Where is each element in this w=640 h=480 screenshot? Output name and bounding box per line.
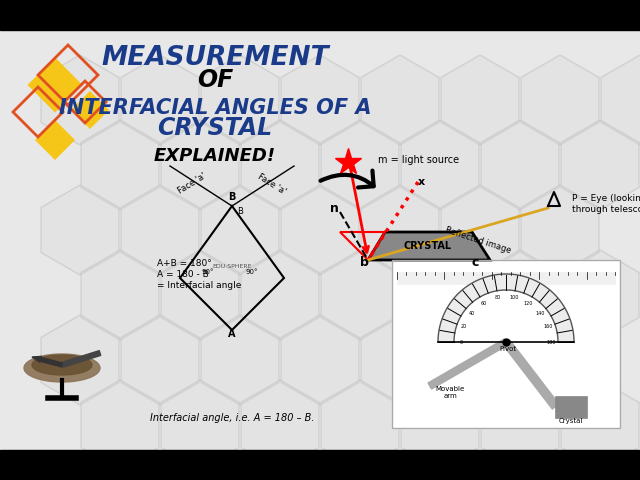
Polygon shape bbox=[201, 185, 279, 275]
Bar bbox=[0, 450, 640, 480]
Bar bbox=[397, 272, 615, 284]
Text: 160: 160 bbox=[543, 324, 553, 329]
Text: A = 180 - B: A = 180 - B bbox=[157, 270, 209, 279]
Polygon shape bbox=[24, 354, 100, 382]
Polygon shape bbox=[481, 120, 559, 210]
Text: m = light source: m = light source bbox=[378, 155, 459, 165]
Polygon shape bbox=[241, 250, 319, 340]
Polygon shape bbox=[481, 380, 559, 470]
Text: EXPLAINED!: EXPLAINED! bbox=[154, 147, 276, 165]
Text: 40: 40 bbox=[468, 311, 475, 315]
Polygon shape bbox=[521, 315, 599, 405]
Polygon shape bbox=[401, 120, 479, 210]
Polygon shape bbox=[121, 185, 199, 275]
Text: CRYSTAL: CRYSTAL bbox=[157, 116, 273, 140]
Polygon shape bbox=[401, 250, 479, 340]
Text: EDU·SPHERE: EDU·SPHERE bbox=[212, 264, 252, 268]
Text: 60: 60 bbox=[481, 300, 486, 306]
Text: Crystal: Crystal bbox=[559, 418, 583, 424]
Text: 180: 180 bbox=[547, 339, 556, 345]
Polygon shape bbox=[321, 380, 399, 470]
Text: 20: 20 bbox=[461, 324, 467, 329]
FancyArrow shape bbox=[61, 350, 100, 367]
Polygon shape bbox=[81, 380, 159, 470]
Polygon shape bbox=[71, 91, 109, 129]
Polygon shape bbox=[521, 55, 599, 145]
Polygon shape bbox=[28, 58, 83, 112]
Polygon shape bbox=[41, 55, 119, 145]
Polygon shape bbox=[601, 55, 640, 145]
Bar bbox=[0, 0, 640, 30]
Polygon shape bbox=[441, 185, 519, 275]
Polygon shape bbox=[121, 315, 199, 405]
FancyArrow shape bbox=[32, 357, 63, 367]
Text: n: n bbox=[330, 202, 339, 215]
Polygon shape bbox=[35, 120, 75, 160]
Polygon shape bbox=[32, 355, 92, 375]
Text: x: x bbox=[417, 177, 424, 187]
Polygon shape bbox=[161, 250, 239, 340]
Text: INTERFACIAL ANGLES OF A: INTERFACIAL ANGLES OF A bbox=[59, 98, 371, 118]
Polygon shape bbox=[241, 380, 319, 470]
FancyArrowPatch shape bbox=[321, 170, 374, 188]
Text: CRYSTAL: CRYSTAL bbox=[404, 241, 452, 251]
Text: b: b bbox=[360, 256, 369, 269]
Text: B: B bbox=[237, 206, 243, 216]
Text: Movable
arm: Movable arm bbox=[435, 386, 465, 399]
Text: Pivot: Pivot bbox=[499, 346, 516, 352]
Polygon shape bbox=[438, 274, 574, 342]
Polygon shape bbox=[401, 380, 479, 470]
Text: 0: 0 bbox=[460, 339, 463, 345]
Text: Reflected image: Reflected image bbox=[444, 225, 512, 255]
Text: A: A bbox=[228, 329, 236, 339]
FancyArrow shape bbox=[428, 339, 508, 389]
Polygon shape bbox=[368, 232, 490, 260]
Polygon shape bbox=[201, 315, 279, 405]
Bar bbox=[392, 260, 620, 428]
Text: 80: 80 bbox=[495, 295, 501, 300]
Polygon shape bbox=[361, 55, 439, 145]
Text: Interfacial angle, i.e. A = 180 – B.: Interfacial angle, i.e. A = 180 – B. bbox=[150, 413, 314, 423]
Polygon shape bbox=[321, 120, 399, 210]
Bar bbox=[392, 260, 620, 428]
Text: 120: 120 bbox=[524, 300, 533, 306]
Text: A+B = 180°: A+B = 180° bbox=[157, 259, 212, 268]
Text: Face 'a': Face 'a' bbox=[256, 172, 288, 196]
Text: MEASUREMENT: MEASUREMENT bbox=[101, 45, 329, 71]
Polygon shape bbox=[121, 55, 199, 145]
Polygon shape bbox=[281, 55, 359, 145]
Text: = Interfacial angle: = Interfacial angle bbox=[157, 281, 241, 290]
Polygon shape bbox=[241, 120, 319, 210]
Polygon shape bbox=[281, 315, 359, 405]
Polygon shape bbox=[481, 250, 559, 340]
Text: P = Eye (looking
through telescope): P = Eye (looking through telescope) bbox=[572, 194, 640, 214]
Polygon shape bbox=[441, 315, 519, 405]
Polygon shape bbox=[161, 380, 239, 470]
Text: 100: 100 bbox=[509, 295, 518, 300]
Polygon shape bbox=[321, 250, 399, 340]
Polygon shape bbox=[561, 120, 639, 210]
Polygon shape bbox=[561, 250, 639, 340]
Text: B: B bbox=[228, 192, 236, 202]
Polygon shape bbox=[521, 185, 599, 275]
Text: 140: 140 bbox=[536, 311, 545, 315]
Polygon shape bbox=[41, 315, 119, 405]
Bar bbox=[555, 396, 587, 418]
Text: OF: OF bbox=[197, 68, 233, 92]
Text: c: c bbox=[471, 256, 479, 269]
Polygon shape bbox=[281, 185, 359, 275]
Polygon shape bbox=[161, 120, 239, 210]
Text: 90°: 90° bbox=[246, 269, 259, 275]
Polygon shape bbox=[41, 185, 119, 275]
Text: 90°: 90° bbox=[202, 269, 214, 275]
Polygon shape bbox=[561, 380, 639, 470]
Polygon shape bbox=[441, 55, 519, 145]
Polygon shape bbox=[361, 185, 439, 275]
Polygon shape bbox=[81, 120, 159, 210]
Text: Face 'a': Face 'a' bbox=[176, 172, 208, 196]
Polygon shape bbox=[81, 250, 159, 340]
Polygon shape bbox=[361, 315, 439, 405]
Polygon shape bbox=[201, 55, 279, 145]
